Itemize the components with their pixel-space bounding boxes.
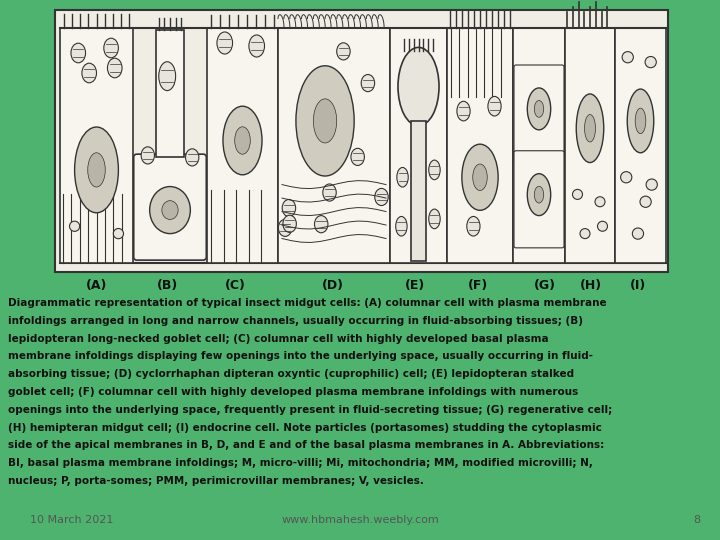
Ellipse shape [398, 48, 439, 126]
Text: openings into the underlying space, frequently present in fluid-secreting tissue: openings into the underlying space, freq… [8, 405, 612, 415]
Text: nucleus; P, porta-somes; PMM, perimicrovillar membranes; V, vesicles.: nucleus; P, porta-somes; PMM, perimicrov… [8, 476, 424, 486]
Ellipse shape [396, 217, 407, 236]
Text: (I): (I) [630, 279, 646, 292]
Circle shape [621, 172, 632, 183]
Ellipse shape [473, 164, 487, 191]
Ellipse shape [457, 102, 470, 121]
Ellipse shape [397, 167, 408, 187]
Ellipse shape [186, 149, 199, 166]
Ellipse shape [107, 58, 122, 78]
Text: (H) hemipteran midgut cell; (I) endocrine cell. Note particles (portasomes) stud: (H) hemipteran midgut cell; (I) endocrin… [8, 423, 602, 433]
Bar [207, 28, 278, 263]
FancyBboxPatch shape [514, 151, 564, 248]
Ellipse shape [576, 94, 604, 163]
Text: (F): (F) [468, 279, 488, 292]
Text: lepidopteran long-necked goblet cell; (C) columnar cell with highly developed ba: lepidopteran long-necked goblet cell; (C… [8, 334, 549, 343]
Circle shape [632, 228, 644, 239]
Circle shape [598, 221, 608, 231]
Circle shape [580, 228, 590, 239]
Bar [615, 28, 666, 263]
Bar [278, 28, 390, 263]
Bar [410, 121, 426, 261]
Bar [390, 28, 447, 263]
Bar [156, 30, 184, 157]
Text: (B): (B) [158, 279, 179, 292]
Ellipse shape [462, 144, 498, 210]
Ellipse shape [323, 184, 336, 201]
Ellipse shape [223, 106, 262, 175]
Ellipse shape [235, 127, 251, 154]
FancyBboxPatch shape [514, 65, 564, 162]
Text: 8: 8 [693, 515, 700, 525]
Ellipse shape [279, 219, 292, 237]
Circle shape [646, 179, 657, 190]
Circle shape [113, 228, 124, 239]
Ellipse shape [141, 147, 155, 164]
Text: 10 March 2021: 10 March 2021 [30, 515, 113, 525]
Ellipse shape [313, 99, 337, 143]
Ellipse shape [534, 100, 544, 117]
Ellipse shape [162, 201, 178, 219]
Circle shape [70, 221, 80, 231]
Text: www.hbmahesh.weebly.com: www.hbmahesh.weebly.com [281, 515, 439, 525]
Text: (G): (G) [534, 279, 556, 292]
Ellipse shape [150, 186, 190, 234]
Text: membrane infoldings displaying few openings into the underlying space, usually o: membrane infoldings displaying few openi… [8, 352, 593, 361]
Text: (E): (E) [405, 279, 425, 292]
Circle shape [622, 52, 634, 63]
Ellipse shape [527, 174, 551, 215]
Circle shape [645, 57, 657, 68]
Text: (A): (A) [86, 279, 108, 292]
Ellipse shape [429, 209, 440, 229]
Ellipse shape [71, 43, 86, 63]
Ellipse shape [75, 127, 118, 213]
Ellipse shape [217, 32, 233, 54]
Ellipse shape [351, 148, 364, 165]
Ellipse shape [283, 215, 297, 232]
Ellipse shape [337, 43, 350, 60]
Ellipse shape [527, 88, 551, 130]
Bar [565, 28, 615, 263]
Bar [447, 28, 513, 263]
Ellipse shape [429, 160, 440, 180]
Ellipse shape [627, 89, 654, 153]
Ellipse shape [315, 215, 328, 233]
Ellipse shape [488, 97, 501, 116]
Bar [513, 28, 565, 263]
Circle shape [640, 196, 651, 207]
Circle shape [572, 190, 582, 199]
Text: Diagrammatic representation of typical insect midgut cells: (A) columnar cell wi: Diagrammatic representation of typical i… [8, 298, 607, 308]
Text: (H): (H) [580, 279, 602, 292]
Ellipse shape [104, 38, 118, 58]
Ellipse shape [375, 188, 388, 206]
Text: (D): (D) [322, 279, 344, 292]
Ellipse shape [467, 217, 480, 236]
Ellipse shape [88, 153, 105, 187]
FancyBboxPatch shape [134, 154, 207, 260]
Ellipse shape [82, 63, 96, 83]
Text: absorbing tissue; (D) cyclorrhaphan dipteran oxyntic (cuprophilic) cell; (E) lep: absorbing tissue; (D) cyclorrhaphan dipt… [8, 369, 574, 379]
Ellipse shape [282, 199, 296, 217]
Text: BI, basal plasma membrane infoldings; M, micro-villi; Mi, mitochondria; MM, modi: BI, basal plasma membrane infoldings; M,… [8, 458, 593, 468]
Text: side of the apical membranes in B, D, and E and of the basal plasma membranes in: side of the apical membranes in B, D, an… [8, 441, 604, 450]
Bar [55, 10, 668, 272]
Circle shape [595, 197, 605, 207]
Ellipse shape [249, 35, 264, 57]
Text: goblet cell; (F) columnar cell with highly developed plasma membrane infoldings : goblet cell; (F) columnar cell with high… [8, 387, 578, 397]
Ellipse shape [585, 114, 595, 142]
Text: infoldings arranged in long and narrow channels, usually occurring in fluid-abso: infoldings arranged in long and narrow c… [8, 316, 583, 326]
Ellipse shape [534, 186, 544, 203]
Bar [60, 28, 133, 263]
Ellipse shape [296, 66, 354, 176]
Ellipse shape [361, 75, 374, 92]
Ellipse shape [635, 108, 646, 133]
Ellipse shape [158, 62, 176, 91]
Text: (C): (C) [225, 279, 246, 292]
